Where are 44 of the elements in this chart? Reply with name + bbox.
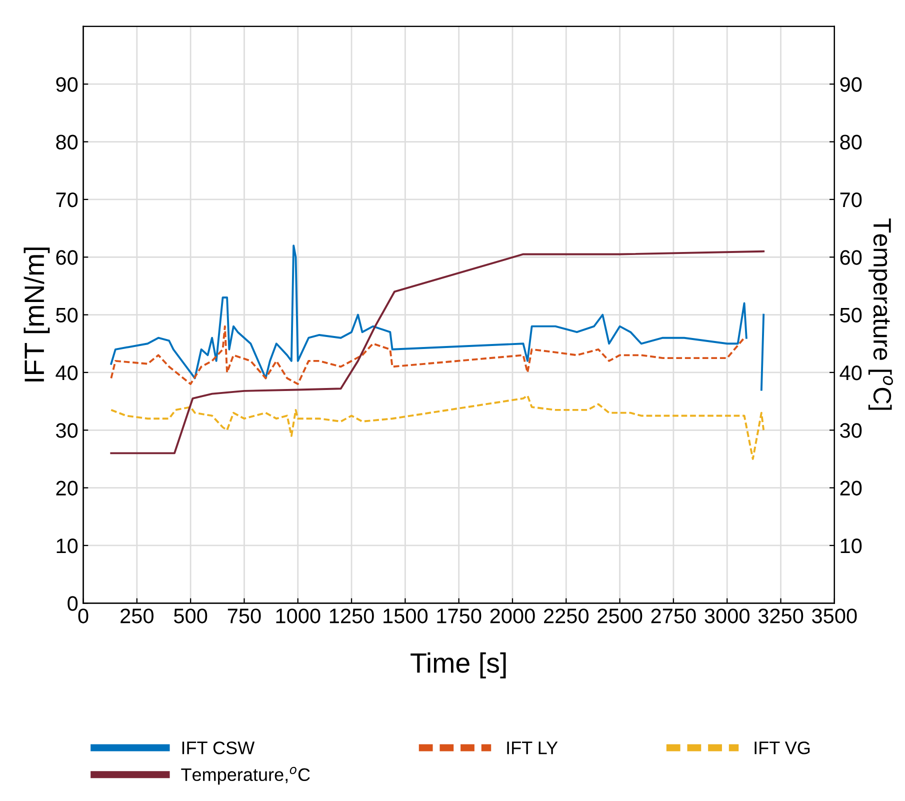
x-tick-label: 1000 [276, 608, 320, 624]
x-tick-label: 3000 [704, 608, 750, 624]
x-tick-label: 2250 [544, 608, 589, 624]
x-tick-label: 1250 [330, 608, 374, 624]
legend-label: Temperature,$^{o}$C [181, 766, 310, 785]
y2-axis-title: Temperature [$^{o}$C] [868, 218, 893, 410]
y-tick-label: 30 [56, 423, 78, 438]
x-tick-label: 1500 [384, 608, 428, 624]
x-tick-label: 1750 [437, 608, 482, 624]
y-axis-title: IFT [mN/m] [24, 248, 50, 382]
y2-tick-label: 60 [840, 250, 862, 265]
x-tick-label: 3250 [758, 608, 804, 624]
x-tick-label: 2750 [651, 608, 696, 624]
y-tick-label: 20 [56, 480, 78, 496]
x-tick-label: 750 [228, 608, 261, 624]
line-series [110, 394, 765, 460]
legend-label: IFT LY [507, 742, 558, 754]
y2-tick-label: 80 [840, 134, 862, 150]
y-tick-label: 80 [56, 134, 78, 150]
x-tick-label: 0 [78, 608, 88, 624]
y-tick-label: 70 [56, 192, 78, 208]
x-tick-label: 250 [120, 608, 154, 624]
line-series [110, 325, 746, 385]
y-tick-label: 50 [56, 308, 78, 323]
legend-label: IFT VG [754, 741, 810, 754]
y-tick-label: 10 [56, 538, 78, 554]
y2-tick-label: 90 [840, 77, 862, 92]
x-tick-label: 500 [174, 608, 208, 624]
y2-tick-label: 70 [840, 192, 862, 208]
y-tick-label: 40 [56, 365, 78, 380]
y2-tick-label: 20 [840, 480, 862, 496]
y2-tick-label: 10 [840, 538, 862, 554]
y2-tick-label: 50 [840, 308, 862, 323]
legend-label: IFT CSW [182, 741, 255, 754]
y-tick-label: 0 [68, 596, 78, 611]
x-tick-label: 2500 [598, 608, 642, 624]
x-tick-label: 3500 [812, 608, 857, 624]
y-tick-label: 60 [56, 250, 78, 265]
y2-tick-label: 40 [840, 365, 862, 380]
line-series [110, 250, 765, 454]
y-tick-label: 90 [56, 77, 78, 92]
x-axis-title: Time [s] [410, 652, 506, 678]
x-tick-label: 2000 [490, 608, 535, 624]
y2-tick-label: 30 [840, 423, 862, 438]
